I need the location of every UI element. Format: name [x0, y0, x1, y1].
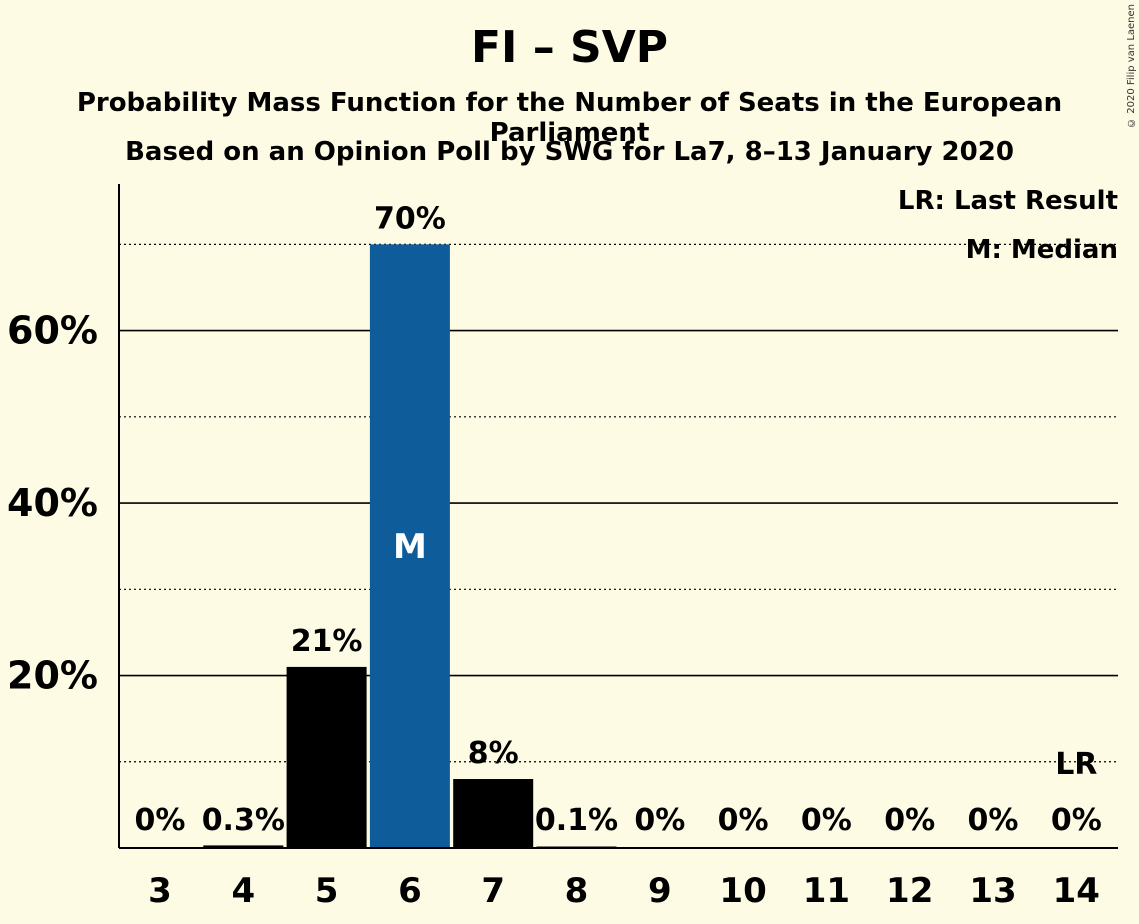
last-result-marker: LR [1055, 747, 1097, 782]
chart-source: Based on an Opinion Poll by SWG for La7,… [125, 137, 1014, 167]
x-tick-label-14: 14 [1053, 871, 1100, 911]
data-label-10: 0% [718, 803, 769, 838]
y-tick-label: 60% [7, 309, 98, 353]
data-label-13: 0% [968, 803, 1019, 838]
x-tick-label-9: 9 [648, 871, 672, 911]
axes [118, 184, 1118, 849]
legend-last-result: LR: Last Result [898, 186, 1118, 216]
x-tick-label-3: 3 [148, 871, 172, 911]
x-tick-label-13: 13 [969, 871, 1016, 911]
y-tick-label: 40% [7, 481, 98, 525]
data-label-7: 8% [468, 736, 519, 771]
bar-7 [453, 779, 534, 848]
x-tick-label-5: 5 [315, 871, 339, 911]
y-tick-label: 20% [7, 654, 98, 698]
data-labels: 0% 3 0.3% 4 21% 5 70% M 6 8% 7 0.1% 8 0% 9 0% 10 0% 11 0% 12… [135, 201, 1102, 911]
x-tick-label-12: 12 [886, 871, 933, 911]
bar-4 [203, 845, 284, 848]
data-label-4: 0.3% [202, 803, 285, 838]
x-tick-label-7: 7 [481, 871, 505, 911]
x-tick-label-8: 8 [565, 871, 589, 911]
median-marker: M [393, 527, 427, 567]
x-tick-label-6: 6 [398, 871, 422, 911]
chart-subtitle: Probability Mass Function for the Number… [76, 88, 1063, 148]
data-label-14: 0% [1051, 803, 1102, 838]
data-label-8: 0.1% [535, 803, 618, 838]
bars [203, 244, 617, 848]
data-label-3: 0% [135, 803, 186, 838]
chart-title: FI – SVP [470, 22, 669, 73]
data-label-9: 0% [634, 803, 685, 838]
bar-6 [369, 244, 450, 848]
data-label-12: 0% [884, 803, 935, 838]
data-label-5: 21% [291, 624, 363, 659]
x-tick-label-11: 11 [803, 871, 850, 911]
data-label-6: 70% [374, 201, 446, 236]
gridlines: 20% 40% 60% [7, 243, 1118, 763]
bar-5 [286, 666, 367, 848]
data-label-11: 0% [801, 803, 852, 838]
legend-median: M: Median [966, 235, 1118, 265]
x-tick-label-10: 10 [719, 871, 766, 911]
x-tick-label-4: 4 [231, 871, 255, 911]
